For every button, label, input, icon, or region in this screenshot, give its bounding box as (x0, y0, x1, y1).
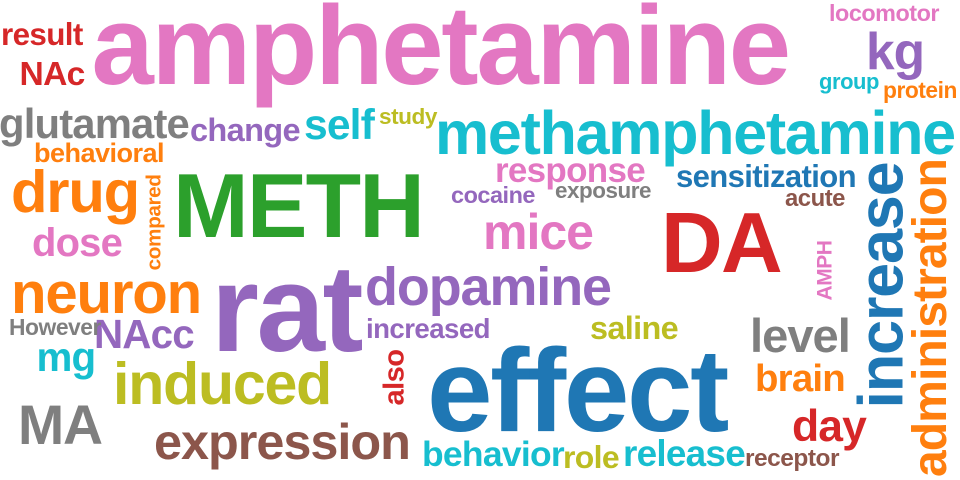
word-effect: effect (427, 324, 729, 456)
word-day: day (792, 402, 867, 451)
word-locomotor: locomotor (829, 0, 939, 26)
word-protein: protein (883, 76, 957, 103)
word-neuron: neuron (11, 261, 202, 326)
word-sensitization: sensitization (676, 158, 857, 194)
word-exposure: exposure (555, 178, 651, 203)
word-induced: induced (113, 350, 332, 417)
word-nacc: NAcc (94, 311, 195, 357)
word-saline: saline (590, 310, 679, 346)
word-receptor: receptor (745, 445, 839, 472)
word-amph: AMPH (813, 239, 837, 300)
word-role: role (563, 439, 620, 475)
word-drug: drug (11, 158, 140, 225)
word-amphetamine: amphetamine (91, 0, 792, 108)
word-mice: mice (483, 204, 594, 260)
word-response: response (495, 150, 646, 190)
word-level: level (750, 308, 851, 362)
word-cocaine: cocaine (451, 181, 536, 208)
word-kg: kg (866, 21, 925, 80)
word-ma: MA (18, 393, 103, 456)
word-glutamate: glutamate (0, 100, 190, 147)
word-release: release (623, 432, 746, 474)
word-group: group (819, 69, 879, 94)
word-brain: brain (755, 357, 846, 400)
word-methamphetamine: methamphetamine (435, 98, 956, 167)
word-acute: acute (785, 185, 845, 212)
word-behavioral: behavioral (34, 136, 164, 168)
word-dose: dose (32, 221, 123, 265)
word-change: change (190, 111, 301, 148)
word-meth: METH (173, 155, 425, 257)
word-rat: rat (211, 240, 363, 378)
word-also: also (378, 349, 411, 406)
word-self: self (304, 100, 375, 149)
word-dopamine: dopamine (365, 257, 612, 317)
word-nac: NAc (19, 56, 86, 93)
word-behavior: behavior (422, 433, 565, 474)
word-study: study (379, 103, 437, 129)
word-da: DA (661, 195, 783, 291)
word-mg: mg (36, 334, 97, 380)
word-result: result (1, 16, 83, 52)
word-expression: expression (154, 413, 411, 470)
word-increased: increased (366, 313, 491, 344)
word-administration: administration (902, 159, 957, 478)
word-however: However (9, 313, 101, 340)
word-compared: compared (142, 173, 166, 270)
